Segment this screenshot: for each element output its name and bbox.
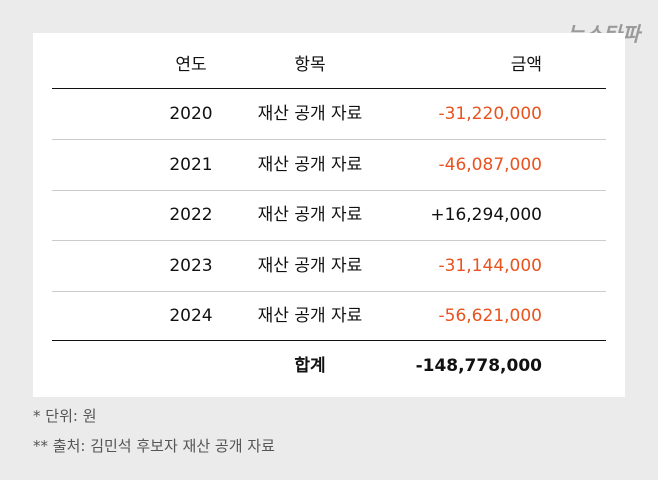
footnote: ** 출처: 김민석 후보자 재산 공개 자료 <box>33 437 275 455</box>
item-cell: 재산 공개 자료 <box>257 255 363 276</box>
amount-cell: -31,220,000 <box>438 104 542 124</box>
table-card: 연도 항목 금액 2020 재산 공개 자료 -31,220,000 2021 재산 공개 자… <box>33 33 625 397</box>
amount-cell: +16,294,000 <box>430 205 542 226</box>
amount-cell: -56,621,000 <box>438 306 542 327</box>
row-rule <box>52 290 606 292</box>
year-cell: 2022 <box>169 205 213 226</box>
row-rule <box>52 139 606 140</box>
column-header: 항목 <box>294 55 326 75</box>
amount-cell: -31,144,000 <box>438 255 542 276</box>
amount-cell: -46,087,000 <box>438 154 542 175</box>
column-header: 연도 <box>175 55 207 75</box>
column-header: 금액 <box>510 55 542 75</box>
row-rule <box>52 240 606 242</box>
footnote: * 단위: 원 <box>33 407 97 425</box>
item-cell: 재산 공개 자료 <box>257 154 363 175</box>
total-label: 합계 <box>294 356 326 376</box>
year-cell: 2020 <box>169 104 213 124</box>
total-amount: -148,778,000 <box>415 356 542 376</box>
total-rule <box>52 340 606 341</box>
header-rule <box>52 88 606 89</box>
item-cell: 재산 공개 자료 <box>257 104 363 124</box>
year-cell: 2023 <box>169 255 213 276</box>
year-cell: 2024 <box>169 306 213 327</box>
row-rule <box>52 189 606 191</box>
year-cell: 2021 <box>169 154 213 175</box>
item-cell: 재산 공개 자료 <box>257 205 363 226</box>
item-cell: 재산 공개 자료 <box>257 306 363 327</box>
